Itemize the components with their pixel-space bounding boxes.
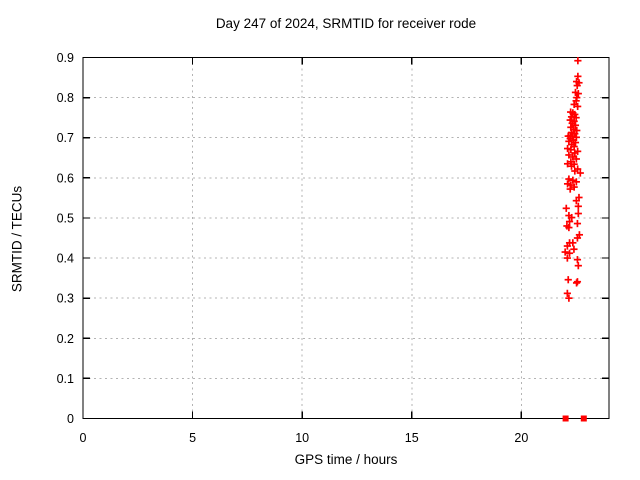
y-tick-label: 0.9 (57, 51, 74, 65)
y-tick-label: 0.3 (57, 292, 74, 306)
data-point-square (580, 415, 587, 422)
y-tick-label: 0.8 (57, 91, 74, 105)
y-tick-label: 0.6 (57, 171, 74, 185)
x-tick-label: 15 (405, 431, 419, 445)
y-tick-label: 0.4 (57, 252, 74, 266)
data-point-square (562, 415, 569, 422)
y-tick-label: 0.5 (57, 211, 74, 225)
y-tick-label: 0 (67, 412, 74, 426)
y-tick-label: 0.1 (57, 372, 74, 386)
y-tick-label: 0.7 (57, 131, 74, 145)
x-tick-label: 5 (189, 431, 196, 445)
x-tick-label: 0 (80, 431, 87, 445)
x-axis-title: GPS time / hours (294, 452, 398, 467)
x-tick-label: 10 (295, 431, 309, 445)
x-tick-label: 20 (514, 431, 528, 445)
y-tick-label: 0.2 (57, 332, 74, 346)
chart-title: Day 247 of 2024, SRMTID for receiver rod… (215, 16, 477, 31)
plot-border (82, 56, 610, 420)
